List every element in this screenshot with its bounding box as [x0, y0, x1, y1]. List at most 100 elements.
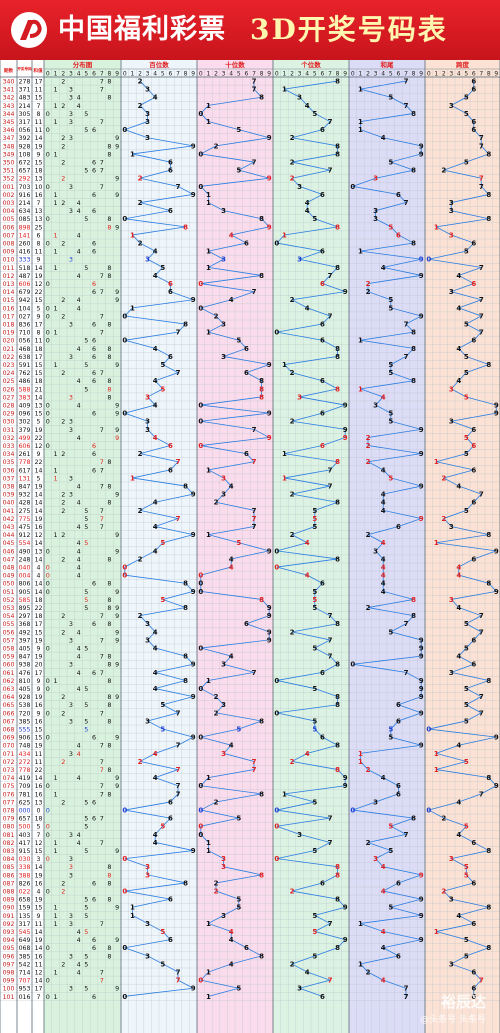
- distribution-digit: 0: [46, 572, 50, 580]
- draw-sum: 12: [35, 969, 43, 976]
- distribution-digit: 2: [61, 312, 65, 320]
- draw-sum: 25: [35, 224, 43, 231]
- draw-period: 050: [3, 581, 15, 588]
- trend-digit-kuadu: 7: [479, 612, 484, 620]
- draw-period: 035: [3, 459, 15, 466]
- distribution-digit: 3: [69, 717, 73, 725]
- trend-digit-shi: 0: [198, 580, 203, 588]
- column-digit-label: 5: [84, 71, 88, 78]
- distribution-digit: 5: [84, 815, 88, 823]
- draw-sum: 22: [35, 459, 43, 466]
- trend-digit-ge: 1: [282, 231, 287, 239]
- draw-number: 625: [19, 799, 31, 806]
- trend-digit-hewei: 7: [404, 320, 409, 328]
- trend-digit-bai: 5: [160, 701, 165, 709]
- trend-digit-ge: 5: [312, 847, 317, 855]
- trend-digit-shi: 7: [252, 507, 257, 515]
- trend-digit-hewei: 5: [388, 725, 393, 733]
- draw-sum: 10: [35, 184, 43, 191]
- draw-sum: 19: [35, 897, 43, 904]
- trend-digit-shi: 0: [198, 442, 203, 450]
- draw-sum: 14: [35, 394, 43, 401]
- trend-digit-kuadu: 3: [449, 102, 454, 110]
- trend-digit-ge: 6: [320, 580, 325, 588]
- trend-digit-bai: 9: [191, 661, 196, 669]
- draw-number: 847: [19, 654, 31, 661]
- draw-period: 077: [3, 799, 15, 806]
- draw-number: 720: [19, 710, 31, 717]
- distribution-digit: 3: [69, 620, 73, 628]
- distribution-digit: 4: [77, 774, 81, 782]
- draw-number: 657: [19, 816, 31, 823]
- distribution-digit: 2: [61, 175, 65, 183]
- draw-sum: 14: [35, 581, 43, 588]
- distribution-digit: 7: [100, 523, 104, 531]
- trend-digit-kuadu: 6: [471, 77, 476, 85]
- column-digit-label: 4: [381, 71, 385, 78]
- draw-sum: 15: [35, 629, 43, 636]
- distribution-digit: 7: [100, 272, 104, 280]
- distribution-digit: 7: [100, 369, 104, 377]
- distribution-digit: 2: [61, 158, 65, 166]
- trend-digit-shi: 2: [214, 709, 219, 717]
- trend-digit-ge: 0: [274, 563, 279, 571]
- distribution-digit: 8: [107, 879, 111, 887]
- draw-period: 099: [3, 978, 15, 985]
- distribution-digit: 3: [69, 952, 73, 960]
- trend-digit-ge: 2: [290, 628, 295, 636]
- trend-digit-kuadu: 5: [464, 94, 469, 102]
- trend-digit-hewei: 8: [411, 110, 416, 118]
- distribution-digit: 3: [69, 393, 73, 401]
- distribution-digit: 4: [77, 523, 81, 531]
- trend-digit-kuadu: 5: [464, 871, 469, 879]
- column-digit-label: 6: [92, 71, 96, 78]
- trend-digit-ge: 0: [274, 709, 279, 717]
- draw-number: 847: [19, 483, 31, 490]
- draw-sum: 15: [35, 411, 43, 418]
- trend-digit-kuadu: 5: [464, 644, 469, 652]
- draw-period: 059: [3, 654, 15, 661]
- draw-sum: 15: [35, 370, 43, 377]
- distribution-digit: 9: [115, 734, 119, 742]
- distribution-digit: 4: [77, 555, 81, 563]
- chart-title: 3D开奖号码表: [250, 13, 448, 46]
- draw-number: 836: [19, 321, 31, 328]
- draw-number: 385: [19, 953, 31, 960]
- distribution-digit: 8: [107, 393, 111, 401]
- trend-digit-shi: 9: [267, 604, 272, 612]
- draw-sum: 16: [35, 783, 43, 790]
- trend-digit-hewei: 5: [388, 410, 393, 418]
- draw-period: 079: [3, 816, 15, 823]
- trend-digit-kuadu: 4: [456, 482, 461, 490]
- column-digit-label: 2: [366, 71, 370, 78]
- trend-digit-kuadu: 9: [494, 588, 499, 596]
- trend-digit-hewei: 4: [381, 977, 386, 985]
- draw-sum: 7: [37, 200, 41, 207]
- trend-digit-bai: 7: [176, 329, 181, 337]
- draw-sum: 7: [37, 994, 41, 1001]
- trend-digit-hewei: 1: [358, 118, 363, 126]
- draw-sum: 17: [35, 621, 43, 628]
- trend-digit-kuadu: 5: [464, 863, 469, 871]
- draw-sum: 5: [37, 824, 41, 831]
- draw-period: 083: [3, 848, 15, 855]
- trend-digit-shi: 3: [221, 661, 226, 669]
- trend-digit-hewei: 5: [388, 474, 393, 482]
- distribution-digit: 6: [92, 466, 96, 474]
- trend-digit-bai: 6: [168, 936, 173, 944]
- distribution-digit: 9: [115, 985, 119, 993]
- distribution-digit: 0: [46, 644, 50, 652]
- distribution-digit: 7: [100, 466, 104, 474]
- draw-number: 657: [19, 168, 31, 175]
- trend-digit-shi: 7: [252, 458, 257, 466]
- distribution-digit: 4: [77, 401, 81, 409]
- distribution-digit: 9: [115, 191, 119, 199]
- trend-digit-kuadu: 6: [471, 920, 476, 928]
- draw-period: 082: [3, 840, 15, 847]
- trend-digit-hewei: 7: [404, 985, 409, 993]
- trend-digit-ge: 8: [335, 863, 340, 871]
- trend-digit-hewei: 5: [388, 158, 393, 166]
- trend-digit-kuadu: 3: [449, 418, 454, 426]
- trend-digit-hewei: 2: [366, 531, 371, 539]
- draw-period: 052: [3, 597, 15, 604]
